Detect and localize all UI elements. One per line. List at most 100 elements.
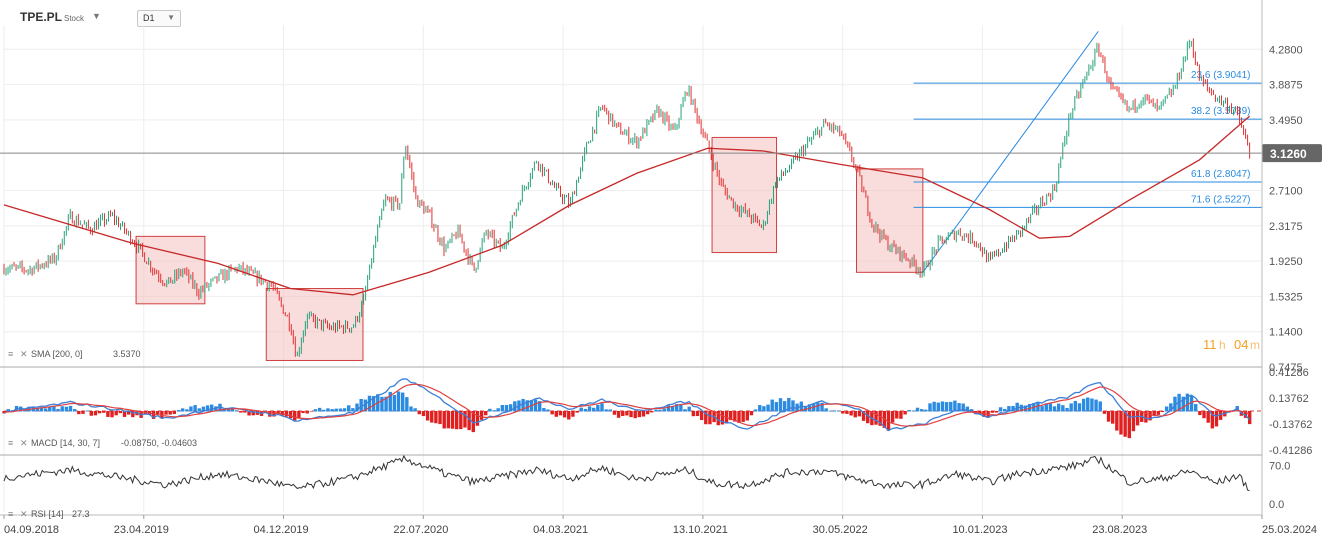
macd-histogram-bar — [409, 406, 413, 412]
y-tick-label: 2.3175 — [1269, 221, 1303, 233]
macd-histogram-bar — [276, 411, 280, 414]
macd-histogram-bar — [334, 408, 338, 412]
timeframe-select[interactable]: D1 ▼ — [137, 10, 181, 27]
macd-histogram-bar — [185, 409, 189, 412]
symbol-name[interactable]: TPE.PL — [20, 10, 63, 24]
sma-200-line — [3, 115, 1251, 296]
macd-histogram-bar — [89, 411, 93, 416]
macd-histogram-bar — [554, 411, 559, 417]
macd-histogram-bar — [546, 409, 550, 412]
sma-legend[interactable]: ≡ ✕ SMA [200, 0] 3.5370 — [8, 349, 141, 359]
macd-histogram-bar — [525, 400, 529, 412]
macd-histogram-bar — [1185, 393, 1190, 412]
close-icon[interactable]: ✕ — [20, 438, 28, 448]
macd-histogram-bar — [1214, 411, 1219, 427]
macd-histogram-bar — [936, 402, 940, 412]
close-icon[interactable]: ✕ — [20, 509, 28, 519]
fib-level-label: 38.2 (3.5039) — [1191, 106, 1251, 117]
macd-signal-line — [3, 383, 1250, 427]
menu-icon[interactable]: ≡ — [8, 509, 13, 519]
macd-histogram-bar — [205, 405, 210, 412]
macd-histogram-bar — [762, 406, 766, 412]
macd-histogram-bar — [741, 411, 745, 422]
macd-histogram-bar — [953, 400, 957, 412]
macd-histogram-bar — [230, 408, 235, 412]
macd-histogram-bar — [1152, 411, 1156, 416]
macd-histogram-bar — [1106, 411, 1111, 422]
y-tick-label: 1.1400 — [1269, 327, 1303, 339]
macd-histogram-bar — [753, 409, 758, 412]
rsi-tick-label: 70.0 — [1269, 461, 1290, 473]
macd-histogram-bar — [156, 411, 160, 415]
macd-histogram-bar — [625, 411, 629, 416]
close-icon[interactable]: ✕ — [20, 349, 28, 359]
macd-histogram-bar — [72, 409, 77, 412]
macd-histogram-bar — [450, 411, 455, 429]
macd-histogram-bar — [43, 408, 48, 412]
macd-label: MACD [14, 30, 7] — [31, 438, 100, 448]
macd-histogram-bar — [675, 404, 679, 412]
y-tick-label: 4.2800 — [1269, 44, 1303, 56]
macd-histogram-bar — [421, 411, 426, 417]
macd-histogram-bar — [940, 401, 945, 412]
macd-histogram-bar — [239, 411, 243, 413]
macd-histogram-bar — [122, 411, 127, 417]
macd-histogram-bar — [612, 411, 617, 415]
macd-histogram-bar — [820, 402, 824, 412]
macd-histogram-bar — [1144, 411, 1148, 423]
macd-histogram-bar — [392, 394, 397, 412]
macd-histogram-bar — [313, 409, 318, 412]
macd-histogram-bar — [737, 411, 741, 423]
macd-histogram-bar — [1198, 411, 1202, 416]
macd-histogram-bar — [172, 411, 177, 414]
macd-histogram-bar — [915, 407, 920, 412]
axes: 4.2800 3.8875 3.4950 2.7100 2.3175 1.9250 1.53… — [0, 0, 1317, 536]
macd-legend[interactable]: ≡ ✕ MACD [14, 30, 7] -0.08750, -0.04603 — [8, 438, 197, 448]
macd-histogram-bar — [608, 409, 612, 412]
macd-histogram-bar — [400, 392, 405, 412]
macd-histogram-bar — [347, 405, 351, 412]
current-price-line: 3.1260 — [0, 144, 1322, 163]
macd-histogram-bar — [587, 406, 592, 412]
macd-histogram-bar — [708, 411, 712, 425]
rsi-panel — [3, 454, 1250, 492]
macd-histogram-bar — [629, 411, 633, 418]
macd-histogram-bar — [513, 401, 517, 412]
macd-histogram-bar — [558, 411, 563, 416]
fibonacci-retracement[interactable]: 23.6 (3.9041) 38.2 (3.5039) 61.8 (2.8047) 7… — [913, 31, 1262, 273]
macd-histogram-bar — [645, 411, 650, 415]
macd-histogram-bar — [442, 411, 446, 429]
macd-histogram-bar — [1003, 408, 1007, 412]
macd-histogram-bar — [666, 405, 671, 412]
macd-histogram-bar — [52, 406, 56, 412]
macd-histogram-bar — [351, 408, 355, 412]
macd-histogram-bar — [425, 411, 430, 421]
macd-histogram-bar — [720, 411, 725, 425]
macd-histogram-bar — [114, 411, 118, 416]
menu-icon[interactable]: ≡ — [8, 438, 13, 448]
macd-histogram-bar — [413, 408, 417, 412]
macd-histogram-bar — [1247, 411, 1252, 425]
macd-histogram-bar — [247, 411, 251, 416]
macd-histogram-bar — [48, 406, 52, 412]
macd-histogram-bar — [787, 397, 791, 412]
macd-histogram-bar — [1164, 406, 1169, 412]
rsi-line — [3, 454, 1250, 492]
macd-histogram-bar — [454, 411, 459, 430]
macd-histogram-bar — [1069, 403, 1073, 412]
macd-histogram-bar — [919, 409, 924, 412]
symbol-dropdown-icon[interactable]: ▼ — [92, 11, 101, 21]
macd-histogram-bar — [110, 411, 114, 418]
macd-histogram-bar — [994, 411, 999, 413]
macd-histogram-bar — [197, 408, 201, 412]
rsi-legend[interactable]: ≡ ✕ RSI [14] 27.3 — [8, 509, 90, 519]
macd-histogram-bar — [168, 411, 172, 415]
macd-histogram-bar — [180, 408, 185, 412]
macd-histogram-bar — [621, 411, 625, 416]
macd-histogram-bar — [64, 406, 69, 412]
y-tick-label: 3.4950 — [1269, 115, 1303, 127]
macd-histogram-bar — [1057, 403, 1061, 412]
macd-histogram-bar — [716, 411, 720, 426]
menu-icon[interactable]: ≡ — [8, 349, 13, 359]
